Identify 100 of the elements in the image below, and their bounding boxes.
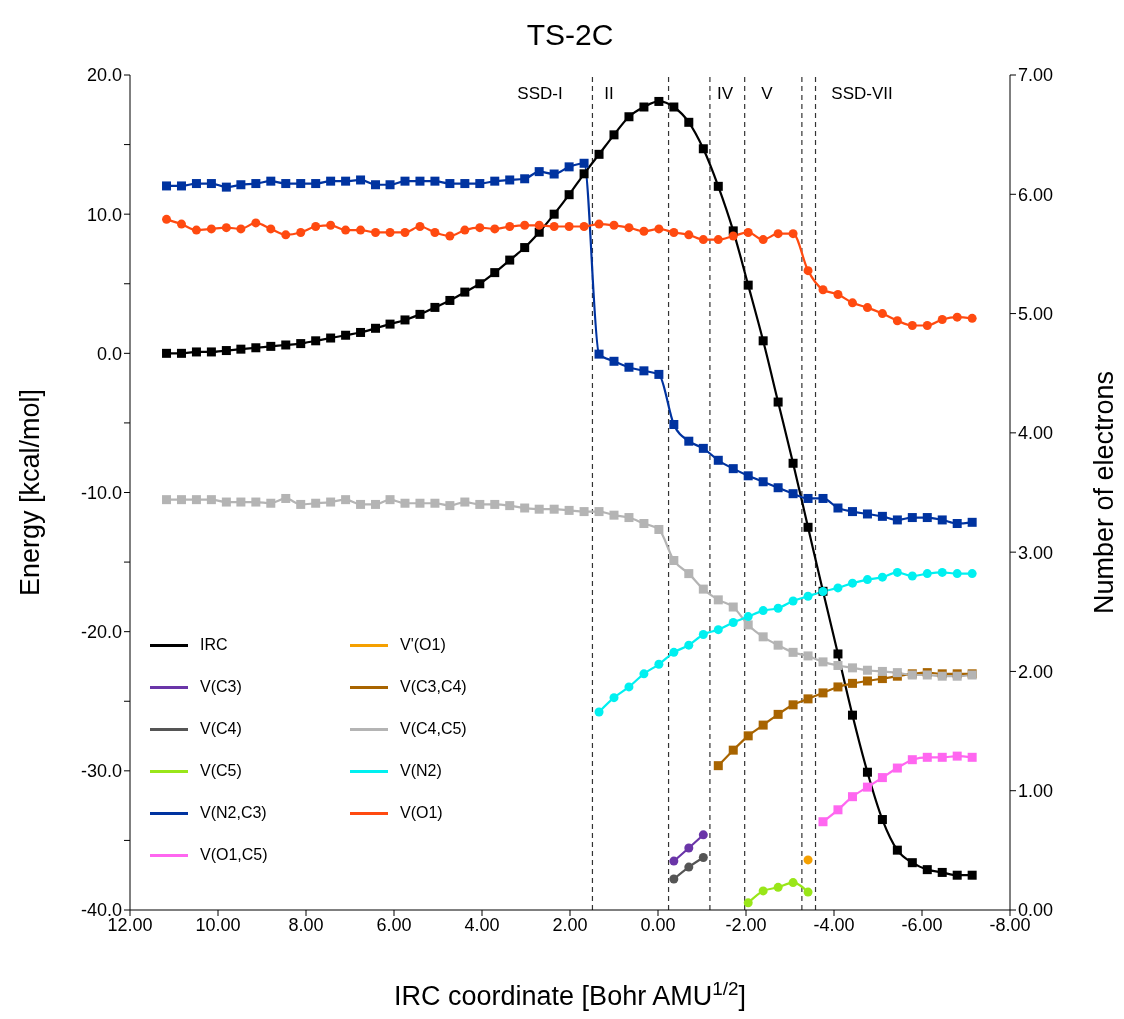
- point: [520, 174, 530, 184]
- point: [654, 524, 664, 534]
- legend-label: V(O1,C5): [200, 846, 268, 864]
- point: [967, 752, 977, 762]
- point: [684, 569, 694, 579]
- point: [371, 180, 381, 190]
- point: [684, 436, 694, 446]
- point: [594, 219, 604, 229]
- point: [609, 130, 619, 140]
- y-tick-label: -10.0: [80, 482, 122, 503]
- point: [833, 503, 843, 513]
- point: [520, 220, 530, 230]
- point: [743, 471, 753, 481]
- point: [922, 321, 932, 330]
- point: [311, 221, 321, 231]
- point: [684, 117, 694, 127]
- legend-label: IRC: [200, 636, 228, 654]
- point: [326, 333, 336, 343]
- point: [341, 176, 351, 186]
- point: [490, 499, 500, 509]
- point: [445, 231, 455, 241]
- point: [430, 176, 440, 186]
- point: [669, 874, 679, 884]
- point: [356, 225, 366, 235]
- point: [654, 369, 664, 379]
- point: [206, 179, 216, 189]
- point: [833, 583, 843, 593]
- annotation: SSD-VII: [831, 84, 893, 104]
- legend-label: V(C5): [200, 762, 242, 780]
- annotation: SSD-I: [517, 84, 563, 104]
- point: [162, 495, 172, 505]
- point: [490, 268, 500, 278]
- point: [684, 640, 694, 650]
- point: [907, 571, 917, 581]
- point: [162, 348, 172, 358]
- legend-label: V(C3,C4): [400, 678, 467, 696]
- point: [460, 179, 470, 189]
- point: [356, 499, 366, 509]
- y2-tick-label: 2.00: [1018, 661, 1054, 682]
- point: [847, 710, 857, 720]
- point: [236, 497, 246, 507]
- point: [892, 515, 902, 525]
- point: [296, 499, 306, 509]
- y-tick-label: -20.0: [80, 622, 122, 643]
- point: [445, 179, 455, 189]
- point: [505, 221, 515, 231]
- point: [341, 495, 351, 505]
- point: [669, 102, 679, 112]
- point: [803, 651, 813, 661]
- point: [713, 181, 723, 191]
- point: [356, 327, 366, 337]
- y2-tick-label: 1.00: [1018, 781, 1054, 802]
- point: [728, 464, 738, 474]
- point: [639, 519, 649, 529]
- point: [176, 219, 186, 229]
- point: [400, 227, 410, 237]
- point: [847, 578, 857, 588]
- point: [564, 505, 574, 515]
- point: [326, 176, 336, 186]
- point: [266, 341, 276, 351]
- point: [534, 504, 544, 514]
- point: [773, 709, 783, 719]
- point: [281, 493, 291, 503]
- point: [847, 678, 857, 688]
- point: [788, 647, 798, 657]
- point: [326, 497, 336, 507]
- point: [296, 179, 306, 189]
- point: [818, 493, 828, 503]
- point: [296, 227, 306, 237]
- point: [952, 519, 962, 529]
- point: [549, 221, 559, 231]
- point: [400, 498, 410, 508]
- y-tick-label: 20.0: [86, 65, 122, 86]
- point: [385, 495, 395, 505]
- point: [549, 169, 559, 179]
- point: [624, 513, 634, 523]
- point: [773, 640, 783, 650]
- point: [684, 230, 694, 240]
- point: [818, 657, 828, 667]
- point: [400, 176, 410, 186]
- point: [833, 805, 843, 815]
- point: [296, 339, 306, 349]
- point: [937, 752, 947, 762]
- legend-label: V(C4): [200, 720, 242, 738]
- point: [475, 179, 485, 189]
- point: [191, 179, 201, 189]
- point: [520, 243, 530, 253]
- point: [818, 817, 828, 827]
- point: [549, 209, 559, 219]
- x-tick-label: 6.00: [376, 914, 412, 935]
- point: [162, 214, 172, 224]
- point: [877, 572, 887, 582]
- point: [505, 255, 515, 265]
- point: [803, 694, 813, 704]
- point: [922, 752, 932, 762]
- point: [669, 555, 679, 565]
- point: [490, 224, 500, 234]
- point: [713, 455, 723, 465]
- point: [713, 761, 723, 771]
- point: [430, 227, 440, 237]
